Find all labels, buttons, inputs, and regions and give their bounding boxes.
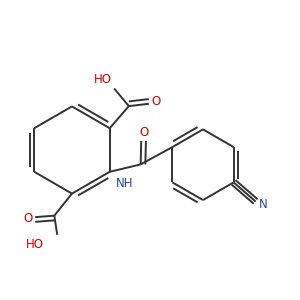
Text: NH: NH [116,177,133,190]
Text: O: O [140,125,149,139]
Text: O: O [24,212,33,225]
Text: HO: HO [26,238,44,251]
Text: N: N [259,198,268,211]
Text: O: O [151,95,160,108]
Text: HO: HO [94,73,112,86]
